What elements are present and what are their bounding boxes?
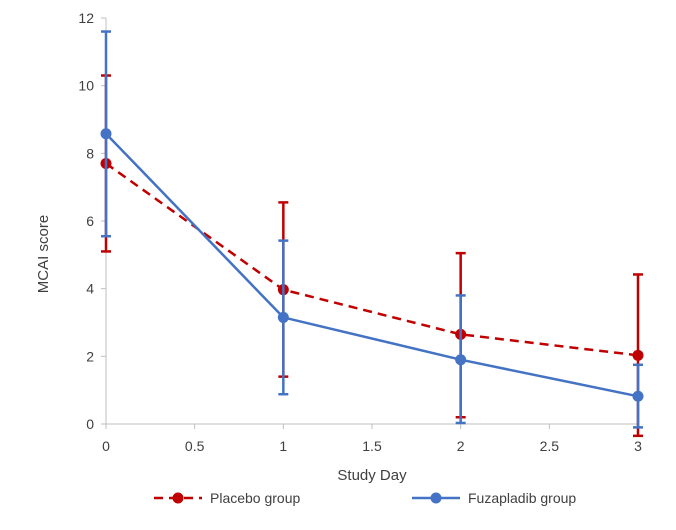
- x-tick-label: 1.5: [362, 438, 382, 454]
- series-line: [105, 132, 639, 398]
- series-fuzapladib-group: [100, 30, 644, 429]
- data-point: [277, 311, 289, 323]
- data-point: [632, 390, 644, 402]
- y-tick-label: 6: [86, 213, 94, 229]
- x-tick-label: 3: [634, 438, 642, 454]
- series-line: [105, 162, 639, 357]
- x-tick-label: 2.5: [540, 438, 560, 454]
- y-axis-title: MCAI score: [35, 215, 52, 293]
- y-tick-label: 10: [78, 78, 94, 94]
- y-tick-label: 0: [86, 416, 94, 432]
- legend-item: Fuzapladib group: [412, 490, 576, 506]
- y-tick-label: 4: [86, 281, 94, 297]
- legend-label: Placebo group: [210, 490, 301, 506]
- data-point: [100, 128, 112, 140]
- y-tick-label: 8: [86, 145, 94, 161]
- x-tick-label: 0: [102, 438, 110, 454]
- legend-label: Fuzapladib group: [468, 490, 576, 506]
- legend-marker: [172, 492, 184, 504]
- y-tick-label: 12: [78, 10, 94, 26]
- y-tick-label: 2: [86, 348, 94, 364]
- legend-marker: [430, 492, 442, 504]
- x-tick-label: 2: [457, 438, 465, 454]
- series-layer: [100, 30, 644, 438]
- x-tick-label: 1: [279, 438, 287, 454]
- data-point: [455, 354, 467, 366]
- x-axis-title: Study Day: [337, 467, 407, 484]
- data-point: [632, 349, 644, 361]
- axes: 0 2 4 6 8 10 12 0 0.5 1 1.5 2 2.5 3: [78, 10, 642, 454]
- x-tick-label: 0.5: [185, 438, 205, 454]
- legend-item: Placebo group: [154, 490, 301, 506]
- legend: Placebo group Fuzapladib group: [154, 490, 576, 506]
